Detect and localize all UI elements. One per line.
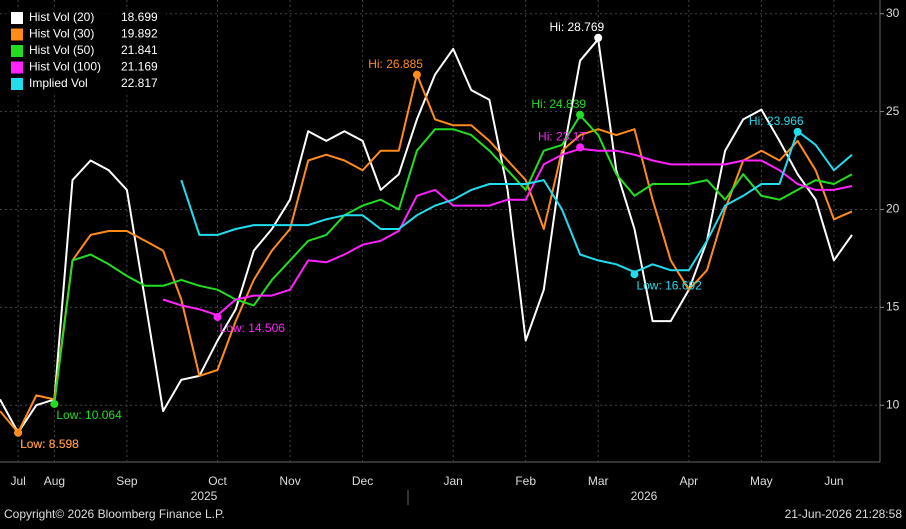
x-tick-label: May [750,474,773,488]
extreme-marker [14,428,23,437]
year-label: 2025 [191,489,218,503]
legend: Hist Vol (20) 18.699 Hist Vol (30) 19.892 Hi… [6,8,166,94]
extreme-label: Low: 8.598 [20,437,79,451]
x-tick-label: Jan [444,474,463,488]
extreme-marker [576,110,585,119]
legend-swatch [11,61,23,74]
x-tick-label: Jul [10,474,25,488]
legend-value: 21.841 [121,43,158,57]
legend-box [6,8,166,94]
extreme-label: Low: 16.692 [636,278,702,292]
legend-swatch [11,45,23,57]
y-tick-label: 15 [886,300,900,314]
x-tick-label: Oct [208,474,227,488]
x-tick-label: Jun [824,474,843,488]
copyright: Copyright© 2026 Bloomberg Finance L.P. [4,507,225,521]
legend-label: Implied Vol [29,76,88,90]
extreme-label: Low: 8.598 [20,437,79,451]
y-tick-label: 25 [886,104,900,118]
y-tick-label: 20 [886,202,900,216]
x-tick-label: Dec [352,474,373,488]
x-tick-label: Sep [116,474,138,488]
legend-label: Hist Vol (30) [29,27,94,41]
extreme-marker [793,127,802,136]
x-tick-label: Apr [680,474,699,488]
extreme-label: Hi: 23.966 [749,114,804,128]
extreme-marker [50,399,59,408]
series-line [0,73,853,434]
extreme-label: Low: 14.506 [220,321,286,335]
extreme-label: Hi: 26.885 [368,57,423,71]
series-line [53,114,853,404]
series-line [162,147,853,317]
grid [0,0,880,462]
legend-label: Hist Vol (100) [29,60,101,74]
extreme-marker [576,143,585,152]
legend-swatch [11,12,23,24]
legend-value: 22.817 [121,76,158,90]
legend-label: Hist Vol (20) [29,10,94,24]
extreme-label: Hi: 23.17 [538,130,586,144]
extreme-marker [594,33,603,42]
legend-value: 19.892 [121,27,158,41]
legend-swatch [11,28,23,41]
legend-value: 18.699 [121,10,158,24]
legend-value: 21.169 [121,60,158,74]
year-label: 2026 [631,489,658,503]
timestamp: 21-Jun-2026 21:28:58 [785,507,903,521]
y-tick-label: 30 [886,6,900,20]
series-line [180,130,853,274]
extreme-label: Hi: 24.839 [531,97,586,111]
extreme-label: Hi: 28.769 [550,20,605,34]
extreme-marker [630,270,639,279]
x-tick-label: Mar [588,474,609,488]
extreme-marker [412,70,421,79]
x-tick-label: Feb [515,474,536,488]
extreme-marker [213,313,222,322]
extreme-label: Low: 10.064 [56,408,122,422]
x-tick-label: Nov [279,474,300,488]
legend-label: Hist Vol (50) [29,43,94,57]
x-tick-label: Aug [44,474,65,488]
legend-swatch [11,78,23,90]
y-tick-label: 10 [886,397,900,411]
